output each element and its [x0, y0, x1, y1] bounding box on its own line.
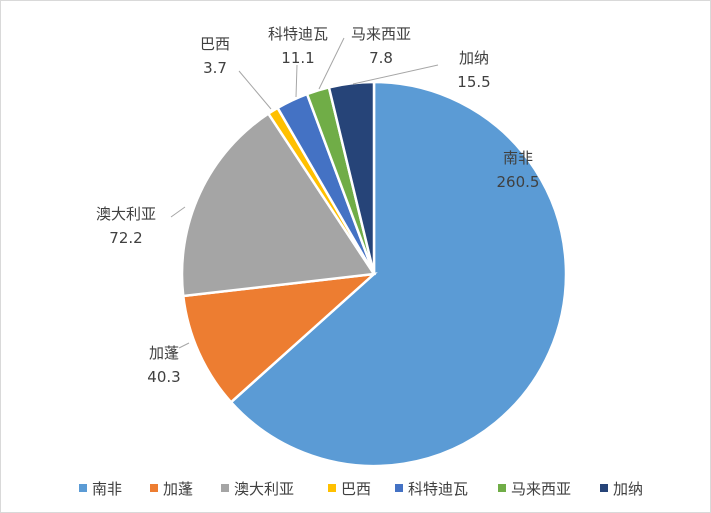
pie-slice-1	[181, 272, 378, 404]
data-label-category-6: 加纳	[459, 49, 489, 67]
legend-swatch-2	[221, 484, 229, 492]
data-label-category-3: 巴西	[200, 35, 230, 53]
data-label-value-4: 11.1	[281, 49, 314, 67]
data-label-category-0: 南非	[503, 149, 533, 167]
legend-swatch-4	[395, 484, 403, 492]
legend-label-1: 加蓬	[163, 480, 193, 498]
data-label-value-6: 15.5	[457, 73, 490, 91]
data-label-value-2: 72.2	[109, 229, 142, 247]
legend-label-4: 科特迪瓦	[408, 480, 468, 498]
leader-line-2	[170, 206, 186, 218]
legend-swatch-3	[328, 484, 336, 492]
data-label-category-1: 加蓬	[149, 344, 179, 362]
leader-line-4	[295, 64, 298, 98]
legend-label-2: 澳大利亚	[234, 480, 294, 498]
data-label-value-5: 7.8	[369, 49, 393, 67]
pie-slice-2	[180, 111, 377, 298]
leader-line-5	[318, 37, 345, 90]
data-label-value-1: 40.3	[147, 368, 180, 386]
data-label-category-2: 澳大利亚	[96, 205, 156, 223]
leader-line-1	[178, 342, 190, 349]
legend-swatch-5	[498, 484, 506, 492]
legend-label-5: 马来西亚	[511, 480, 571, 498]
legend-swatch-0	[79, 484, 87, 492]
leader-line-6	[352, 64, 439, 85]
pie-slice-6	[327, 80, 376, 275]
legend-label-0: 南非	[92, 480, 122, 498]
data-label-category-4: 科特迪瓦	[268, 25, 328, 43]
legend-label-6: 加纳	[613, 480, 643, 498]
data-label-category-5: 马来西亚	[351, 25, 411, 43]
pie-slice-0	[229, 80, 568, 468]
leader-line-3	[238, 70, 272, 110]
legend-swatch-6	[600, 484, 608, 492]
data-label-value-0: 260.5	[497, 173, 540, 191]
legend-swatch-1	[150, 484, 158, 492]
legend-label-3: 巴西	[341, 480, 371, 498]
data-label-value-3: 3.7	[203, 59, 227, 77]
